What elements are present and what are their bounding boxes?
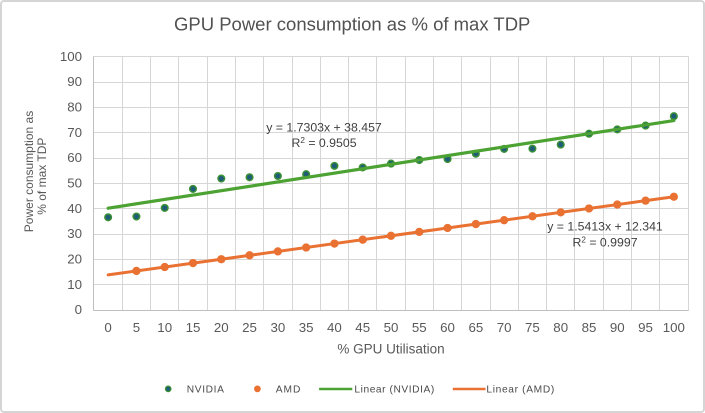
svg-text:60: 60 <box>440 320 455 335</box>
svg-text:y = 1.5413x + 12.341: y = 1.5413x + 12.341 <box>547 220 663 234</box>
svg-text:90: 90 <box>610 320 625 335</box>
svg-text:0: 0 <box>104 320 111 335</box>
svg-text:40: 40 <box>327 320 342 335</box>
svg-text:35: 35 <box>299 320 314 335</box>
svg-text:Linear (AMD): Linear (AMD) <box>486 384 555 395</box>
svg-text:10: 10 <box>157 320 172 335</box>
svg-text:80: 80 <box>553 320 568 335</box>
svg-text:60: 60 <box>67 150 82 165</box>
svg-text:30: 30 <box>67 226 82 241</box>
svg-text:30: 30 <box>270 320 285 335</box>
svg-text:100: 100 <box>663 320 685 335</box>
svg-text:NVIDIA: NVIDIA <box>187 384 225 395</box>
svg-text:Linear (NVIDIA): Linear (NVIDIA) <box>354 384 434 395</box>
svg-text:70: 70 <box>497 320 512 335</box>
svg-text:GPU Power consumption as % of: GPU Power consumption as % of max TDP <box>174 14 530 35</box>
svg-text:85: 85 <box>582 320 597 335</box>
svg-text:50: 50 <box>384 320 399 335</box>
svg-text:R2 = 0.9997: R2 = 0.9997 <box>572 235 637 249</box>
svg-text:AMD: AMD <box>276 384 302 395</box>
svg-text:70: 70 <box>67 125 82 140</box>
svg-text:45: 45 <box>355 320 370 335</box>
svg-text:40: 40 <box>67 201 82 216</box>
svg-text:55: 55 <box>412 320 427 335</box>
svg-text:10: 10 <box>67 277 82 292</box>
svg-text:5: 5 <box>133 320 140 335</box>
svg-text:65: 65 <box>468 320 483 335</box>
svg-text:% of max TDP: % of max TDP <box>35 138 49 215</box>
svg-text:20: 20 <box>67 252 82 267</box>
svg-text:80: 80 <box>67 100 82 115</box>
svg-text:75: 75 <box>525 320 540 335</box>
svg-text:100: 100 <box>60 49 82 64</box>
svg-text:50: 50 <box>67 176 82 191</box>
svg-text:Power consumption as: Power consumption as <box>22 111 36 232</box>
svg-text:y = 1.7303x + 38.457: y = 1.7303x + 38.457 <box>266 120 382 134</box>
svg-text:% GPU Utilisation: % GPU Utilisation <box>337 342 444 357</box>
svg-text:90: 90 <box>67 74 82 89</box>
svg-text:15: 15 <box>186 320 201 335</box>
svg-text:R2 = 0.9505: R2 = 0.9505 <box>291 136 356 150</box>
svg-text:25: 25 <box>242 320 257 335</box>
svg-text:20: 20 <box>214 320 229 335</box>
svg-text:0: 0 <box>75 302 82 317</box>
svg-text:95: 95 <box>638 320 653 335</box>
